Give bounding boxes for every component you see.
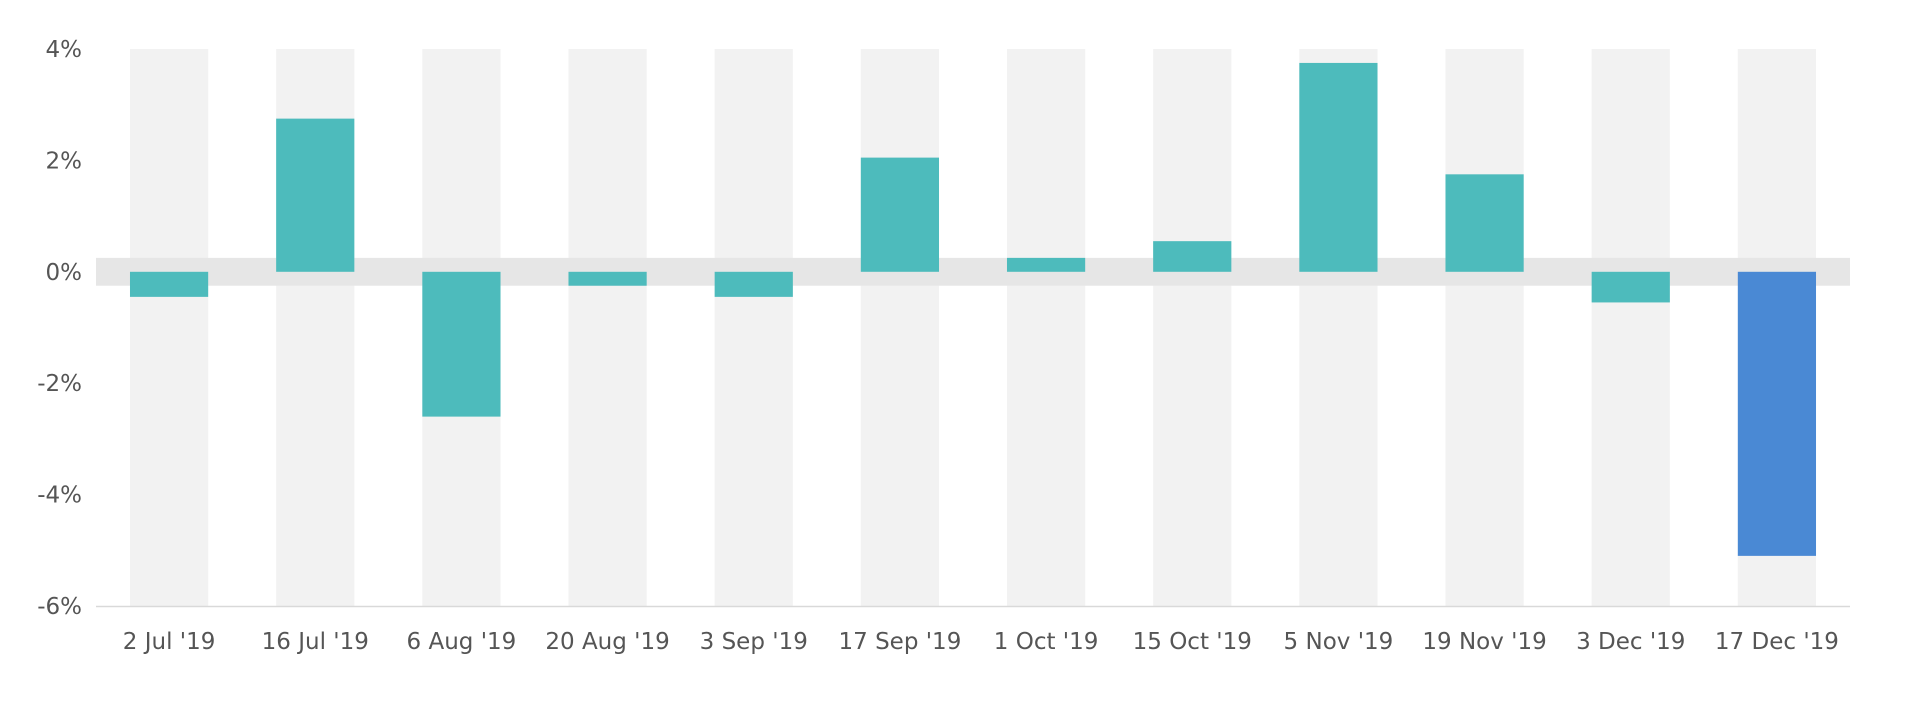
x-tick-label: 20 Aug '19: [545, 629, 669, 655]
zero-band: [96, 257, 1850, 286]
bars: [129, 62, 1817, 556]
y-tick-label: 0%: [46, 260, 83, 286]
x-tick-label: 6 Aug '19: [407, 629, 517, 655]
x-tick-label: 5 Nov '19: [1284, 629, 1394, 655]
column-band: [1591, 49, 1670, 606]
bar-2[interactable]: [422, 271, 501, 417]
column-bands: [129, 49, 1817, 606]
column-band: [129, 49, 209, 606]
x-tick-label: 1 Oct '19: [994, 629, 1099, 655]
x-axis-tick-labels: 2 Jul '19 16 Jul '19 6 Aug '19 20 Aug '19 3 …: [123, 629, 1839, 655]
y-axis-tick-labels: 4% 2% 0% -2% -4% -6%: [37, 37, 82, 620]
x-tick-label: 3 Sep '19: [700, 629, 808, 655]
bar-9[interactable]: [1445, 174, 1524, 272]
x-tick-label: 19 Nov '19: [1422, 629, 1546, 655]
column-band: [568, 49, 647, 606]
column-band: [1153, 49, 1232, 606]
bar-6[interactable]: [1006, 257, 1086, 272]
bar-10[interactable]: [1591, 271, 1670, 303]
column-band: [1445, 49, 1524, 606]
zero-band-rect: [96, 257, 1850, 286]
y-tick-label: 4%: [46, 37, 83, 63]
x-tick-label: 17 Sep '19: [839, 629, 962, 655]
x-tick-label: 2 Jul '19: [123, 629, 216, 655]
x-tick-label: 17 Dec '19: [1715, 629, 1839, 655]
y-tick-label: 2%: [46, 148, 83, 174]
y-tick-label: -4%: [37, 483, 82, 509]
bar-1[interactable]: [276, 118, 355, 272]
column-band: [860, 49, 940, 606]
x-tick-label: 3 Dec '19: [1576, 629, 1685, 655]
x-tick-label: 15 Oct '19: [1133, 629, 1252, 655]
bar-7[interactable]: [1153, 241, 1232, 272]
bar-4[interactable]: [714, 271, 793, 297]
bar-5[interactable]: [860, 157, 940, 272]
y-tick-label: -6%: [37, 594, 82, 620]
bar-3[interactable]: [568, 271, 647, 286]
y-tick-label: -2%: [37, 371, 82, 397]
bar-0[interactable]: [129, 271, 209, 297]
bar-11[interactable]: [1737, 271, 1817, 556]
bar-8[interactable]: [1299, 62, 1378, 272]
x-tick-label: 16 Jul '19: [262, 629, 369, 655]
column-band: [1006, 49, 1086, 606]
column-band: [714, 49, 793, 606]
